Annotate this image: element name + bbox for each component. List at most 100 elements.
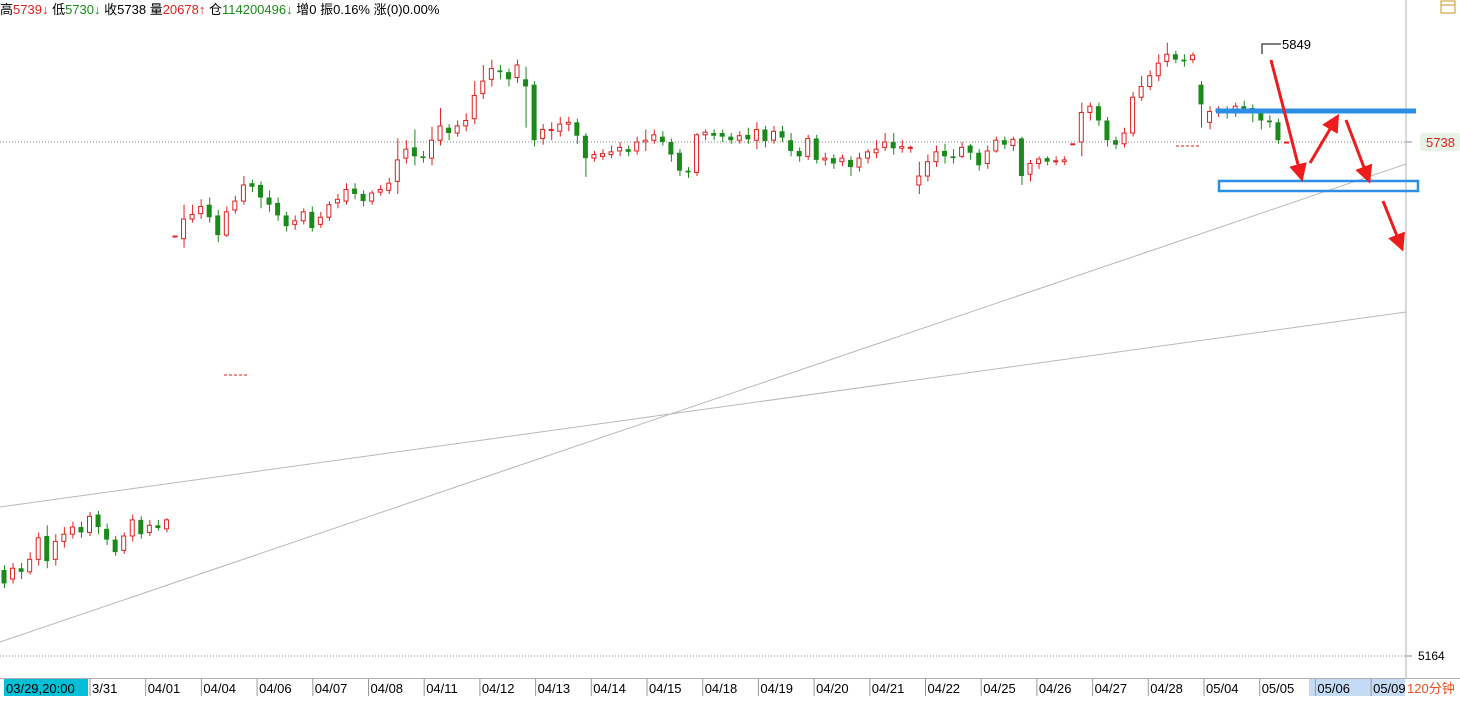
candle-body-down <box>1044 158 1050 162</box>
candle-body-down <box>582 135 588 159</box>
candle-body-up <box>865 151 871 159</box>
candle-body-up <box>232 200 238 211</box>
candle-body-up <box>565 121 571 125</box>
candle-body-down <box>1001 140 1007 145</box>
candle-body-down <box>779 131 785 138</box>
candle-body-up <box>52 540 58 560</box>
candle-body-up <box>35 537 41 560</box>
time-label: 04/04 <box>203 681 236 696</box>
candle-body-down <box>206 204 212 218</box>
candle-body-up <box>163 519 169 530</box>
candle-body-up <box>1130 96 1136 134</box>
candle-body-up <box>514 64 520 79</box>
open-interest-label: 仓 <box>208 2 222 17</box>
candle-body-up <box>924 161 930 177</box>
candle-body-down <box>813 138 819 160</box>
candle-body-up <box>839 157 845 163</box>
time-label: 04/28 <box>1150 681 1183 696</box>
candle-body-up <box>121 535 127 551</box>
candle-body-up <box>1087 105 1093 113</box>
change-label: 涨 <box>373 2 387 17</box>
candle-body-down <box>659 136 665 142</box>
candle-body-down <box>942 150 947 157</box>
quote-info-bar: 高5739↓ 低5730↓ 收5738 量20678↑ 仓114200496↓ … <box>0 1 439 19</box>
candle-body-down <box>976 152 982 166</box>
candle-body-up <box>300 211 306 222</box>
candle-body-down <box>890 142 896 149</box>
candle-body-down <box>625 149 631 152</box>
candle-body-up <box>984 150 990 164</box>
candle-body-up <box>856 157 862 168</box>
candle-body-up <box>771 130 776 141</box>
candle-body-down <box>497 70 503 73</box>
candle-body-up <box>736 135 742 141</box>
candle-body-down <box>1113 140 1118 145</box>
candle-body-up <box>1010 138 1016 147</box>
time-label: 04/06 <box>259 681 292 696</box>
candle-body-up <box>463 120 469 127</box>
trendline-upper <box>0 311 1407 508</box>
amplitude-value: 0.16% <box>333 2 370 17</box>
candle-body-down <box>668 142 674 155</box>
candle-body-down <box>283 215 289 227</box>
support-zone <box>1217 179 1420 193</box>
candle-body-up <box>292 220 298 225</box>
candle-body-down <box>266 197 272 205</box>
candle-body-up <box>471 94 477 120</box>
candle-body-down <box>112 539 118 553</box>
candle-body-down <box>446 127 452 134</box>
candle-body-up <box>548 128 554 131</box>
candle-body-up <box>873 148 879 154</box>
candle-body-down <box>719 133 725 137</box>
candle-body-down <box>420 156 426 159</box>
candle-body-down <box>847 159 853 168</box>
time-label: 04/19 <box>760 681 793 696</box>
cursor-time-tag <box>4 679 88 696</box>
candle-body-up <box>334 198 340 204</box>
candle-body-down <box>574 122 580 136</box>
candle-body-down <box>104 528 110 540</box>
candle-body-up <box>386 182 392 191</box>
candle-body-down <box>1172 54 1178 60</box>
candle-body-up <box>454 125 460 134</box>
candle-body-up <box>899 145 905 149</box>
candle-body-up <box>822 157 828 161</box>
volume-value: 20678 <box>162 2 199 17</box>
trendline-layer <box>0 163 1407 643</box>
time-label: 05/05 <box>1262 681 1295 696</box>
candle-body-up <box>1147 75 1153 87</box>
open-interest-arrow: ↓ <box>286 2 293 17</box>
candle-body-up <box>1138 85 1144 98</box>
candle-body-up <box>634 141 640 152</box>
candle-body-up <box>181 218 187 240</box>
candle-body-up <box>61 533 67 542</box>
candle-body-up <box>1155 62 1161 77</box>
candle-body-up <box>10 567 16 580</box>
candle-body-down <box>830 158 836 164</box>
time-label: 04/13 <box>538 681 571 696</box>
increase-value: 0 <box>309 2 317 17</box>
candle-body-down <box>523 79 529 87</box>
period-label: 120分钟 <box>1407 681 1455 696</box>
candle-body-down <box>967 145 973 153</box>
candle-body-down <box>258 184 263 198</box>
candle-body-down <box>360 193 366 202</box>
window-toggle-icon[interactable] <box>1440 0 1456 14</box>
candle-body-down <box>745 134 751 140</box>
candle-body-down <box>1258 113 1264 121</box>
candle-body-up <box>557 123 563 132</box>
time-label: 04/18 <box>705 681 738 696</box>
candle-body-down <box>155 525 161 528</box>
candle-body-up <box>69 526 75 535</box>
candle-body-down <box>796 150 802 157</box>
candle-body-down <box>309 211 315 228</box>
candle-body-down <box>762 129 768 142</box>
candle-body-down <box>685 170 691 173</box>
candle-body-up <box>369 192 375 202</box>
time-label: 05/06 <box>1317 681 1350 696</box>
candle-body-up <box>600 153 605 157</box>
candle-body-up <box>959 146 965 157</box>
peak-leader-line <box>1261 43 1281 54</box>
